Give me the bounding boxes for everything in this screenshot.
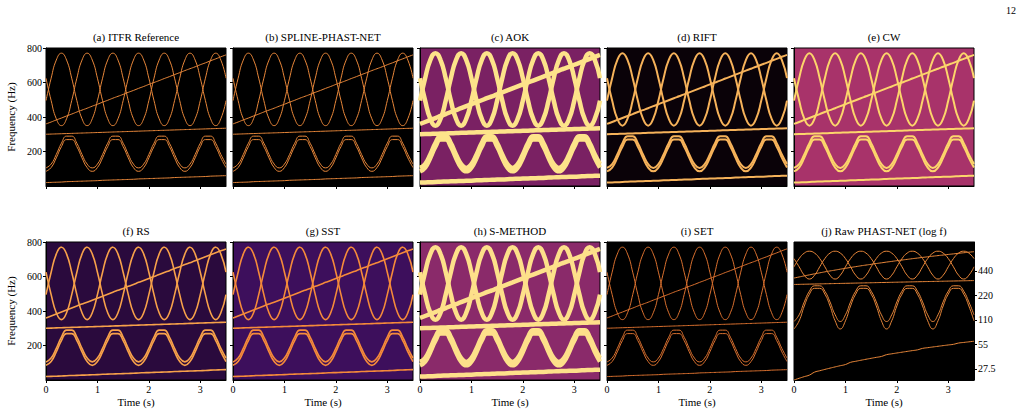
svg-text:Time (s): Time (s) bbox=[678, 396, 716, 409]
svg-text:Time (s): Time (s) bbox=[491, 396, 529, 409]
svg-text:3: 3 bbox=[946, 384, 951, 395]
svg-text:200: 200 bbox=[27, 146, 42, 157]
svg-text:(f) RS: (f) RS bbox=[122, 225, 149, 238]
svg-text:Frequency (Hz): Frequency (Hz) bbox=[5, 276, 18, 346]
svg-text:1: 1 bbox=[843, 384, 848, 395]
svg-text:200: 200 bbox=[27, 340, 42, 351]
svg-text:(d) RIFT: (d) RIFT bbox=[677, 31, 717, 44]
svg-text:220: 220 bbox=[978, 290, 993, 301]
svg-text:0: 0 bbox=[792, 384, 797, 395]
svg-text:2: 2 bbox=[707, 384, 712, 395]
svg-text:1: 1 bbox=[282, 384, 287, 395]
svg-text:1: 1 bbox=[469, 384, 474, 395]
svg-text:800: 800 bbox=[27, 43, 42, 54]
svg-text:Frequency (Hz): Frequency (Hz) bbox=[5, 82, 18, 152]
svg-text:3: 3 bbox=[198, 384, 203, 395]
svg-text:27.5: 27.5 bbox=[978, 363, 996, 374]
svg-text:440: 440 bbox=[978, 265, 993, 276]
svg-text:(a) ITFR Reference: (a) ITFR Reference bbox=[93, 31, 179, 44]
svg-text:0: 0 bbox=[231, 384, 236, 395]
svg-text:3: 3 bbox=[759, 384, 764, 395]
svg-text:1: 1 bbox=[656, 384, 661, 395]
svg-text:110: 110 bbox=[978, 314, 993, 325]
svg-text:3: 3 bbox=[572, 384, 577, 395]
svg-text:600: 600 bbox=[27, 271, 42, 282]
svg-text:400: 400 bbox=[27, 112, 42, 123]
svg-text:Time (s): Time (s) bbox=[865, 396, 903, 409]
svg-text:(i) SET: (i) SET bbox=[681, 225, 714, 238]
svg-text:12: 12 bbox=[1006, 5, 1016, 16]
svg-text:800: 800 bbox=[27, 237, 42, 248]
svg-text:(b) SPLINE-PHAST-NET: (b) SPLINE-PHAST-NET bbox=[265, 31, 381, 44]
svg-text:(c) AOK: (c) AOK bbox=[491, 31, 529, 44]
svg-text:2: 2 bbox=[146, 384, 151, 395]
svg-text:2: 2 bbox=[520, 384, 525, 395]
svg-text:Time (s): Time (s) bbox=[117, 396, 155, 409]
svg-text:(g) SST: (g) SST bbox=[306, 225, 341, 238]
svg-text:0: 0 bbox=[605, 384, 610, 395]
svg-text:2: 2 bbox=[333, 384, 338, 395]
svg-text:600: 600 bbox=[27, 77, 42, 88]
svg-text:55: 55 bbox=[978, 339, 988, 350]
svg-text:Time (s): Time (s) bbox=[304, 396, 342, 409]
svg-text:0: 0 bbox=[44, 384, 49, 395]
svg-text:(h) S-METHOD: (h) S-METHOD bbox=[474, 225, 546, 238]
svg-text:(e) CW: (e) CW bbox=[868, 31, 901, 44]
svg-text:1: 1 bbox=[95, 384, 100, 395]
svg-text:(j) Raw PHAST-NET (log f): (j) Raw PHAST-NET (log f) bbox=[821, 225, 947, 238]
svg-text:2: 2 bbox=[894, 384, 899, 395]
svg-text:400: 400 bbox=[27, 306, 42, 317]
svg-text:3: 3 bbox=[385, 384, 390, 395]
svg-text:0: 0 bbox=[418, 384, 423, 395]
